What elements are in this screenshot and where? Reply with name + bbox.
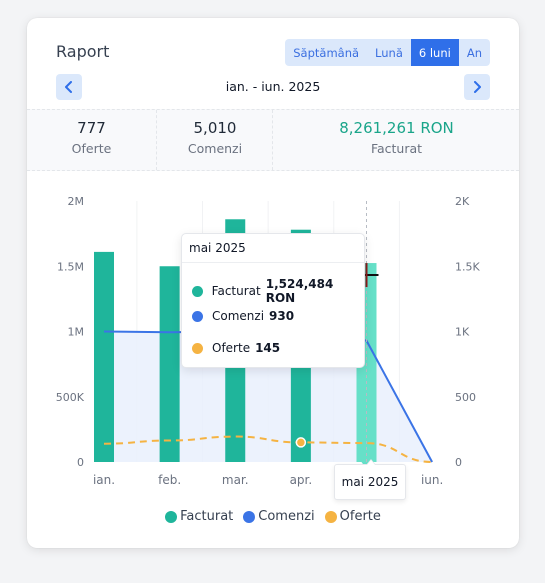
bar-feb.: [159, 266, 180, 462]
right-y-tick-label: 500: [455, 391, 476, 404]
tooltip-row-orders: Comenzi 930: [192, 309, 294, 323]
legend-dot-invoiced: [165, 510, 178, 523]
legend-dot-orders: [243, 510, 256, 523]
x-tick-label: mar.: [222, 473, 249, 487]
left-y-tick-label: 500K: [56, 391, 85, 404]
tooltip-title: mai 2025: [182, 234, 364, 263]
legend-dot-offers: [324, 510, 337, 523]
tooltip-dot-orders: [192, 310, 203, 322]
tab-week[interactable]: Săptămână: [285, 39, 367, 66]
x-tick-label: feb.: [158, 473, 181, 487]
x-axis-tooltip: mai 2025: [334, 459, 406, 500]
tooltip-value-invoiced: 1,524,484 RON: [265, 277, 334, 305]
legend-label-invoiced: Facturat: [180, 509, 234, 524]
x-tick-label: iun.: [421, 473, 443, 487]
right-y-tick-label: 1K: [455, 326, 470, 339]
bar-ian.: [94, 251, 114, 462]
report-card: Raport Săptămână Lună 6 luni An ian. - i…: [27, 18, 519, 548]
chart-legend: Facturat Comenzi Oferte: [27, 509, 519, 524]
card-title: Raport: [56, 42, 110, 61]
tooltip-label-orders: Comenzi: [212, 309, 265, 323]
next-period-button[interactable]: [464, 74, 490, 100]
tab-month[interactable]: Lună: [367, 39, 411, 66]
right-y-tick-label: 2K: [455, 195, 470, 208]
prev-period-button[interactable]: [56, 74, 82, 100]
right-y-tick-label: 0: [455, 456, 462, 469]
period-label: ian. - iun. 2025: [225, 79, 321, 94]
period-switcher: Săptămână Lună 6 luni An: [285, 39, 490, 66]
legend-label-offers: Oferte: [339, 509, 381, 524]
stat-orders-value: 5,010: [193, 119, 237, 137]
legend-item-orders[interactable]: Comenzi: [243, 509, 315, 524]
tooltip-dot-invoiced: [192, 285, 203, 297]
legend-label-orders: Comenzi: [258, 509, 315, 524]
legend-item-offers[interactable]: Oferte: [324, 509, 381, 524]
right-y-tick-label: 1.5K: [455, 260, 480, 273]
legend-item-invoiced[interactable]: Facturat: [165, 509, 233, 524]
chevron-left-icon: [65, 81, 72, 93]
chart-tooltip: mai 2025 Facturat 1,524,484 RON Comenzi …: [181, 233, 365, 368]
tooltip-label-invoiced: Facturat: [211, 284, 261, 298]
tooltip-dot-offers: [192, 342, 203, 354]
offers-line: [103, 435, 433, 463]
stat-invoiced-label: Facturat: [370, 141, 423, 156]
tooltip-label-offers: Oferte: [212, 341, 251, 355]
stat-invoiced: 8,261,261 RON Facturat: [272, 110, 519, 170]
offers-point-marker: [295, 437, 307, 448]
left-y-tick-label: 1M: [68, 326, 85, 339]
left-y-tick-label: 1.5M: [57, 260, 84, 273]
stat-orders-label: Comenzi: [187, 141, 243, 156]
tooltip-value-orders: 930: [269, 309, 295, 323]
tab-6-months[interactable]: 6 luni: [410, 39, 459, 66]
tab-year[interactable]: An: [459, 39, 490, 66]
x-tick-label: ian.: [93, 473, 115, 487]
stat-offers: 777 Oferte: [27, 110, 156, 170]
stat-offers-label: Oferte: [71, 141, 112, 156]
chevron-right-icon: [474, 81, 481, 93]
stat-offers-value: 777: [77, 119, 106, 137]
left-y-tick-label: 0: [77, 456, 84, 469]
tooltip-row-invoiced: Facturat 1,524,484 RON: [192, 277, 364, 305]
stats-row: 777 Oferte 5,010 Comenzi 8,261,261 RON F…: [27, 109, 519, 171]
x-tick-label: apr.: [290, 473, 313, 487]
tooltip-row-offers: Oferte 145: [192, 341, 280, 355]
left-y-tick-label: 2M: [68, 195, 85, 208]
stat-invoiced-value: 8,261,261 RON: [339, 119, 454, 137]
stat-orders: 5,010 Comenzi: [156, 110, 273, 170]
tooltip-value-offers: 145: [255, 341, 281, 355]
